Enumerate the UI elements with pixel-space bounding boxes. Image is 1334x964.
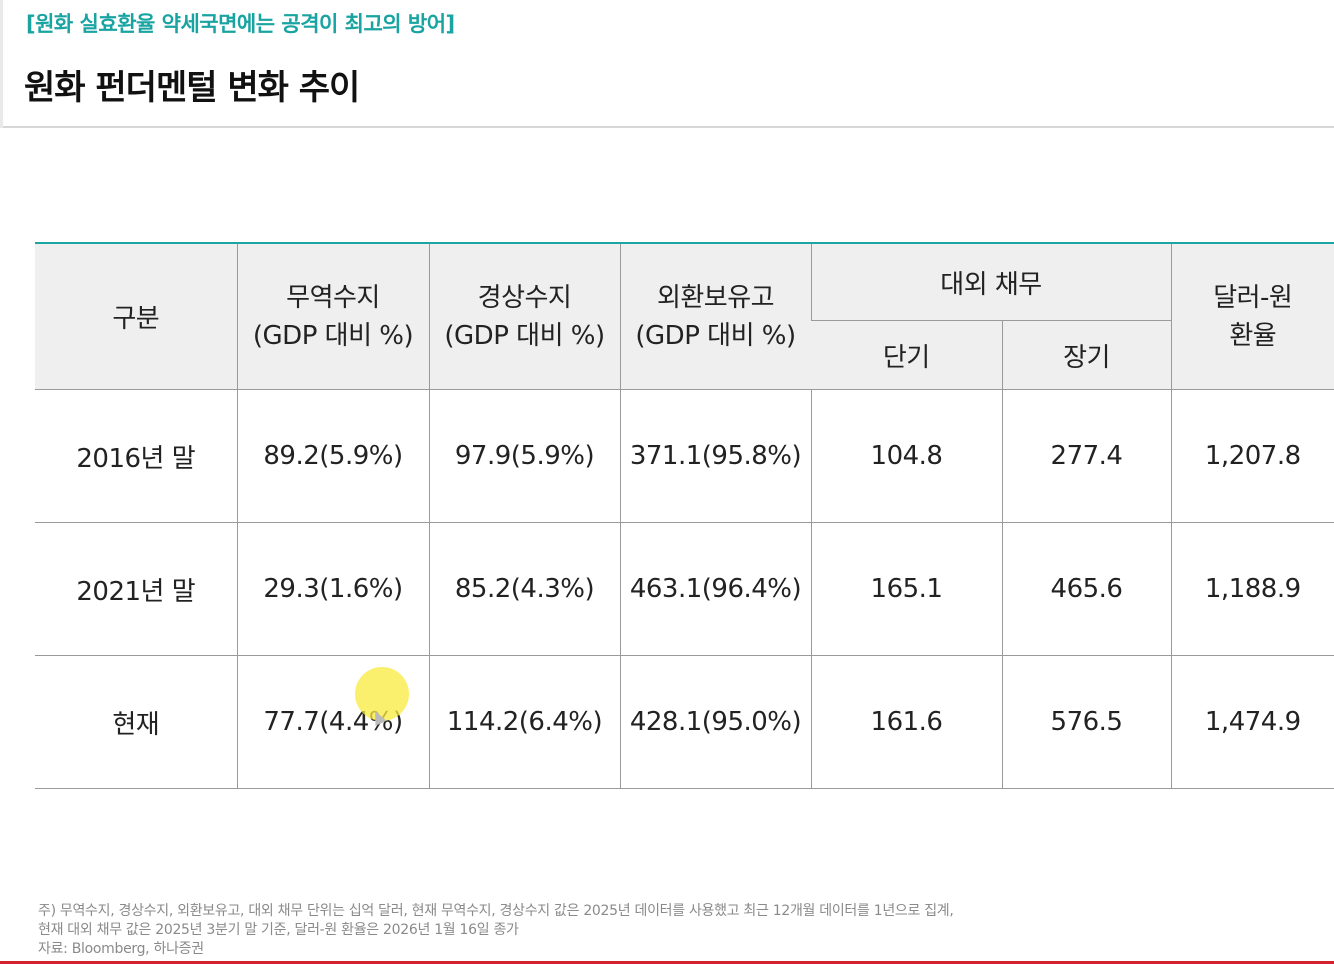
footnote-source: 자료: Bloomberg, 하나증권 bbox=[38, 941, 204, 957]
fundamentals-table-container: 구분 무역수지 (GDP 대비 %) 경상수지 (GDP 대비 %) 외환보유고… bbox=[35, 242, 1334, 789]
row-label: 현재 bbox=[35, 655, 237, 789]
header-current-account: 경상수지 (GDP 대비 %) bbox=[428, 243, 620, 390]
cell-trade: 29.3(1.6%) bbox=[236, 522, 429, 656]
header-fx-reserves-line2: (GDP 대비 %) bbox=[635, 320, 796, 351]
cell-current: 97.9(5.9%) bbox=[428, 389, 620, 523]
header-current-account-line2: (GDP 대비 %) bbox=[444, 320, 605, 351]
cell-short-term: 161.6 bbox=[810, 655, 1002, 789]
header-fx-reserves-line1: 외환보유고 bbox=[656, 282, 775, 313]
cell-current: 85.2(4.3%) bbox=[428, 522, 620, 656]
bottom-accent-line bbox=[0, 961, 1334, 964]
footnote: 주) 무역수지, 경상수지, 외환보유고, 대외 채무 단위는 십억 달러, 현… bbox=[38, 902, 1298, 959]
table-row: 현재 77.7(4.4%) 114.2(6.4%) 428.1(95.0%) 1… bbox=[35, 655, 1334, 789]
cell-long-term: 277.4 bbox=[1001, 389, 1172, 523]
header-usd-krw-line1: 달러-원 bbox=[1213, 282, 1293, 313]
header-accent-bar bbox=[0, 0, 3, 128]
cell-usd-krw: 1,474.9 bbox=[1170, 655, 1334, 789]
header-short-term: 단기 bbox=[811, 320, 1002, 390]
row-label: 2016년 말 bbox=[35, 389, 237, 523]
header-category: 구분 bbox=[35, 243, 237, 390]
cell-short-term: 165.1 bbox=[810, 522, 1002, 656]
footnote-line-1: 주) 무역수지, 경상수지, 외환보유고, 대외 채무 단위는 십억 달러, 현… bbox=[38, 903, 954, 919]
cell-reserves: 463.1(96.4%) bbox=[619, 522, 811, 656]
cell-trade: 89.2(5.9%) bbox=[236, 389, 429, 523]
header-external-debt: 대외 채무 bbox=[810, 243, 1172, 321]
page-header: [원화 실효환율 약세국면에는 공격이 최고의 방어] 원화 펀더멘털 변화 추… bbox=[0, 0, 1334, 128]
cell-long-term: 576.5 bbox=[1001, 655, 1172, 789]
header-trade-balance: 무역수지 (GDP 대비 %) bbox=[236, 243, 429, 390]
page-subtitle: [원화 실효환율 약세국면에는 공격이 최고의 방어] bbox=[26, 12, 455, 36]
fundamentals-table: 구분 무역수지 (GDP 대비 %) 경상수지 (GDP 대비 %) 외환보유고… bbox=[35, 242, 1334, 789]
cell-reserves: 371.1(95.8%) bbox=[619, 389, 811, 523]
cell-usd-krw: 1,188.9 bbox=[1170, 522, 1334, 656]
table-row: 2021년 말 29.3(1.6%) 85.2(4.3%) 463.1(96.4… bbox=[35, 522, 1334, 656]
header-fx-reserves: 외환보유고 (GDP 대비 %) bbox=[619, 243, 811, 390]
header-current-account-line1: 경상수지 bbox=[477, 282, 572, 313]
header-usd-krw-line2: 환율 bbox=[1229, 320, 1277, 351]
cursor-highlight bbox=[355, 667, 409, 721]
page-title: 원화 펀더멘털 변화 추이 bbox=[24, 68, 360, 108]
header-long-term: 장기 bbox=[1001, 320, 1172, 390]
cell-reserves: 428.1(95.0%) bbox=[619, 655, 811, 789]
row-label: 2021년 말 bbox=[35, 522, 237, 656]
cell-usd-krw: 1,207.8 bbox=[1170, 389, 1334, 523]
footnote-line-2: 현재 대외 채무 값은 2025년 3분기 말 기준, 달러-원 환율은 202… bbox=[38, 922, 519, 938]
cell-short-term: 104.8 bbox=[810, 389, 1002, 523]
header-usd-krw: 달러-원 환율 bbox=[1170, 243, 1334, 390]
cell-current: 114.2(6.4%) bbox=[428, 655, 620, 789]
header-trade-balance-line1: 무역수지 bbox=[286, 282, 380, 313]
header-trade-balance-line2: (GDP 대비 %) bbox=[252, 320, 414, 351]
cell-long-term: 465.6 bbox=[1001, 522, 1172, 656]
table-row: 2016년 말 89.2(5.9%) 97.9(5.9%) 371.1(95.8… bbox=[35, 389, 1334, 523]
